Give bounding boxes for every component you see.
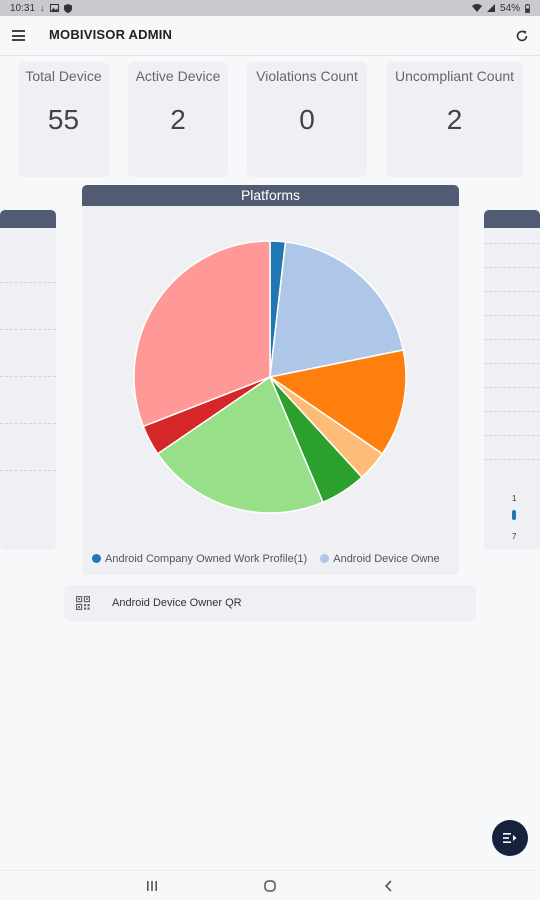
refresh-icon[interactable] — [514, 28, 530, 44]
stat-card-active-device[interactable]: Active Device 2 — [128, 62, 228, 177]
stat-value: 2 — [446, 104, 463, 135]
stat-value: 2 — [170, 104, 186, 135]
stat-label: Active Device — [135, 68, 221, 84]
gridline — [0, 282, 56, 283]
legend-label: Android Device Owne — [333, 553, 440, 565]
legend-label: Android Company Owned Work Profile(1) — [105, 553, 308, 565]
stat-label: Violations Count — [256, 68, 358, 84]
gridline — [484, 459, 540, 460]
gridline — [484, 435, 540, 436]
shield-icon — [63, 3, 72, 13]
gridline — [484, 315, 540, 316]
menu-close-icon — [503, 833, 517, 843]
download-icon: ↓ — [40, 3, 45, 13]
platforms-title: Platforms — [82, 185, 459, 206]
gridline — [0, 470, 56, 471]
image-icon — [49, 4, 59, 12]
gridline — [484, 387, 540, 388]
gridline — [484, 411, 540, 412]
menu-icon[interactable] — [12, 30, 25, 41]
android-device-owner-qr-item[interactable]: Android Device Owner QR — [64, 585, 476, 621]
pie-slice-1[interactable] — [269, 241, 405, 378]
left-chart-panel — [0, 210, 56, 550]
legend-dot — [320, 553, 330, 563]
pie-slice-2[interactable] — [268, 349, 407, 455]
gridline — [0, 376, 56, 377]
app-bar: MOBIVISOR ADMIN — [0, 16, 540, 56]
right-panel-bar — [512, 510, 516, 520]
right-panel-value: 7 — [512, 532, 517, 541]
right-chart-panel: 1 7 — [484, 210, 540, 550]
fab-menu-button[interactable] — [492, 820, 528, 856]
pie-slice-5[interactable] — [156, 375, 324, 514]
recent-apps-icon[interactable] — [145, 879, 159, 893]
gridline — [0, 329, 56, 330]
legend-dot — [92, 553, 101, 563]
signal-icon — [486, 4, 495, 12]
qr-item-label: Android Device Owner QR — [112, 597, 242, 609]
panel-header — [0, 210, 56, 228]
platforms-pie-chart — [133, 240, 407, 514]
system-nav-bar — [0, 870, 540, 900]
stat-card-violations-count[interactable]: Violations Count 0 — [247, 62, 367, 177]
wifi-icon — [471, 4, 482, 12]
home-icon[interactable] — [263, 879, 277, 893]
stat-value: 0 — [299, 104, 315, 135]
stat-card-uncompliant-count[interactable]: Uncompliant Count 2 — [386, 62, 523, 177]
right-panel-value: 1 — [512, 494, 517, 503]
gridline — [0, 423, 56, 424]
legend-item[interactable]: Android Device Owne — [320, 553, 440, 565]
qr-code-icon — [76, 596, 90, 610]
platforms-legend: Android Company Owned Work Profile(1) An… — [92, 553, 457, 569]
status-bar: 10:31 ↓ 54% — [0, 0, 540, 16]
stat-card-total-device[interactable]: Total Device 55 — [18, 62, 109, 177]
status-time: 10:31 — [10, 2, 36, 14]
battery-level: 54% — [499, 2, 520, 14]
gridline — [484, 267, 540, 268]
platforms-card: Platforms Android Company Owned Work Pro… — [82, 185, 459, 575]
battery-icon — [525, 3, 530, 13]
stat-value: 55 — [47, 104, 80, 135]
gridline — [484, 363, 540, 364]
gridline — [484, 339, 540, 340]
gridline — [484, 243, 540, 244]
panel-header — [484, 210, 540, 228]
legend-item[interactable]: Android Company Owned Work Profile(1) — [92, 553, 307, 565]
app-title: MOBIVISOR ADMIN — [49, 27, 173, 42]
stat-label: Uncompliant Count — [394, 68, 515, 84]
back-icon[interactable] — [382, 879, 396, 893]
stat-label: Total Device — [25, 68, 102, 84]
pie-slice-7[interactable] — [133, 240, 271, 428]
gridline — [484, 291, 540, 292]
